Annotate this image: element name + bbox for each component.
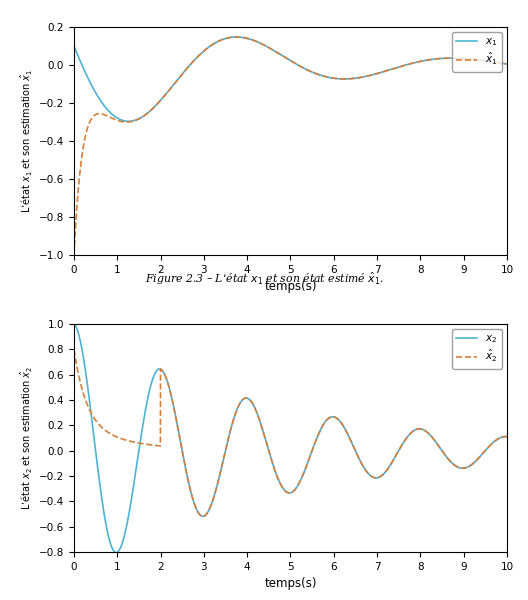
$x_2$: [113, 549, 119, 556]
$x_2$: [256, 415, 262, 422]
Legend: $x_1$, $\hat{x}_1$: $x_1$, $\hat{x}_1$: [451, 32, 502, 71]
$\hat{x}_2$: [200, 512, 206, 520]
Legend: $x_2$, $\hat{x}_2$: $x_2$, $\hat{x}_2$: [452, 329, 502, 368]
$x_2$: [449, 460, 455, 467]
$x_1$: [120, 117, 127, 124]
X-axis label: temps(s): temps(s): [264, 577, 317, 590]
$\hat{x}_2$: [495, 435, 502, 442]
$x_2$: [146, 388, 152, 395]
$\hat{x}_1$: [237, 34, 243, 41]
$\hat{x}_1$: [256, 39, 262, 46]
$\hat{x}_2$: [146, 441, 152, 448]
$\hat{x}_2$: [449, 460, 455, 467]
$x_2$: [237, 400, 243, 407]
$\hat{x}_1$: [449, 55, 455, 62]
$x_1$: [233, 34, 240, 41]
$x_1$: [125, 118, 131, 125]
$x_1$: [71, 43, 77, 50]
$x_1$: [449, 55, 455, 62]
Y-axis label: L’état $x_2$ et son estimation $\hat{x}_2$: L’état $x_2$ et son estimation $\hat{x}_…: [19, 366, 35, 510]
$\hat{x}_1$: [233, 34, 240, 41]
Line: $x_1$: $x_1$: [74, 37, 507, 121]
$\hat{x}_2$: [71, 346, 77, 353]
Text: Figure 2.3 – L’état $x_1$ et son état estimé $\hat{x}_1$.: Figure 2.3 – L’état $x_1$ et son état es…: [145, 271, 383, 287]
$\hat{x}_1$: [504, 61, 510, 68]
$x_1$: [146, 108, 152, 115]
$\hat{x}_2$: [120, 436, 127, 443]
X-axis label: temps(s): temps(s): [264, 280, 317, 293]
$x_2$: [71, 320, 77, 328]
Line: $\hat{x}_2$: $\hat{x}_2$: [74, 349, 507, 516]
$\hat{x}_2$: [256, 415, 262, 422]
Y-axis label: L’état $x_1$ et son estimation $\hat{x}_1$: L’état $x_1$ et son estimation $\hat{x}_…: [19, 69, 35, 213]
Line: $\hat{x}_1$: $\hat{x}_1$: [74, 37, 507, 255]
$x_2$: [120, 536, 127, 543]
$x_1$: [495, 59, 502, 67]
$x_2$: [504, 433, 510, 440]
$x_1$: [256, 39, 262, 46]
$x_2$: [495, 435, 502, 442]
$\hat{x}_1$: [71, 251, 77, 259]
$\hat{x}_2$: [504, 433, 510, 440]
$\hat{x}_1$: [146, 109, 152, 116]
$x_1$: [237, 34, 243, 41]
Line: $x_2$: $x_2$: [74, 324, 507, 553]
$\hat{x}_2$: [237, 400, 243, 407]
$\hat{x}_1$: [495, 59, 502, 67]
$x_1$: [504, 61, 510, 68]
$\hat{x}_1$: [120, 118, 127, 125]
